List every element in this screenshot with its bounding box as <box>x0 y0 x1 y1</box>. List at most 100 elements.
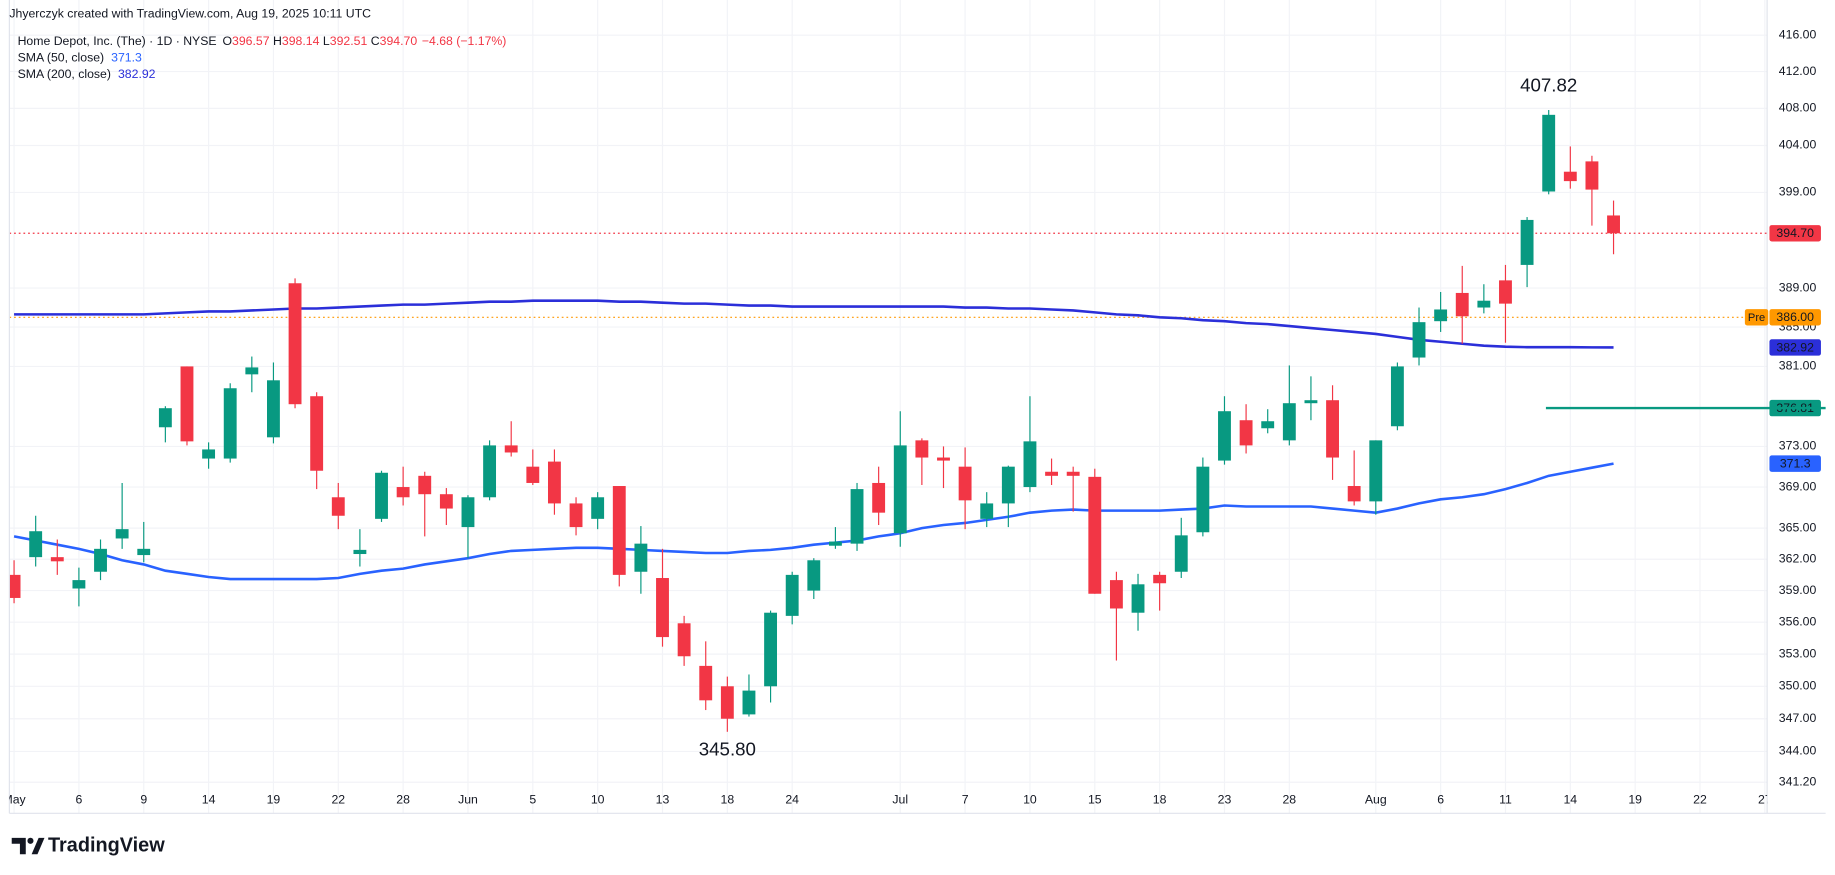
x-tick-label: 22 <box>331 793 345 807</box>
candle-body <box>1607 215 1620 234</box>
x-tick-label: 5 <box>529 793 536 807</box>
candle-body <box>1261 421 1275 429</box>
candle-body <box>180 366 194 442</box>
candle-body <box>267 380 280 438</box>
candle-body <box>94 548 107 572</box>
candle-body <box>591 497 605 519</box>
x-tick-label: 19 <box>267 793 281 807</box>
quote-value: 392.51 <box>330 34 368 48</box>
x-tick-label: 7 <box>962 793 969 807</box>
candle-body <box>569 503 583 528</box>
brand-logo <box>11 837 45 855</box>
x-tick-label: Jun <box>458 793 478 807</box>
sma-tag-label: 371.3 <box>1780 456 1811 470</box>
candle-body <box>958 466 972 501</box>
candle-body <box>915 440 929 458</box>
candle-body <box>461 497 475 528</box>
candle-body <box>1001 466 1015 504</box>
candle-body <box>1542 114 1556 192</box>
y-tick-label: 365.00 <box>1779 520 1817 534</box>
extreme-label: 407.82 <box>1520 75 1577 96</box>
x-axis: May 6 9 14 19 22 28 Jun 5 10 13 18 24 Jul 7 10 15 18 23 28 A… <box>2 793 1767 807</box>
legend-sma50: SMA (50, close) 371.3 <box>18 51 142 65</box>
y-tick-label: 344.00 <box>1779 744 1817 758</box>
candle-body <box>677 623 691 657</box>
candle-body <box>526 466 540 483</box>
sma-line <box>13 462 1614 581</box>
candle-body <box>1477 300 1491 308</box>
candle-body <box>331 497 345 516</box>
sma-tag <box>1769 455 1821 472</box>
y-tick-label: 416.00 <box>1779 27 1817 41</box>
y-axis: 416.00412.00408.00404.00399.00389.00385.… <box>1779 27 1817 788</box>
x-tick-label: 14 <box>202 793 216 807</box>
x-tick-label: 18 <box>721 793 735 807</box>
candle-body <box>937 457 950 461</box>
candle-body <box>1585 161 1599 190</box>
x-tick-label: 24 <box>785 793 799 807</box>
candle-body <box>1218 411 1231 461</box>
candle-body <box>1369 440 1383 502</box>
x-tick-label: 15 <box>1088 793 1102 807</box>
candle-body <box>223 388 237 459</box>
x-tick-label: 19 <box>1628 793 1642 807</box>
candle-body <box>656 578 669 638</box>
brand-name: TradingView <box>48 834 165 856</box>
credit: Jhyerczyk created with TradingView.com, … <box>9 6 371 20</box>
x-tick-label: 23 <box>1218 793 1232 807</box>
candle-body <box>1131 584 1145 613</box>
candle-body <box>137 548 151 556</box>
candle-body <box>1239 420 1253 446</box>
legend-sma200: SMA (200, close) 382.92 <box>18 67 156 81</box>
candle-body <box>72 580 86 589</box>
x-tick-label: 28 <box>396 793 410 807</box>
session-tag <box>1744 309 1769 326</box>
candle-body <box>483 445 497 498</box>
y-tick-label: 412.00 <box>1779 64 1817 78</box>
candle-body <box>1304 400 1318 404</box>
sma-name: SMA (50, close) <box>18 51 105 65</box>
candle-body <box>1066 471 1080 476</box>
candle-body <box>245 367 259 375</box>
x-tick-label: Jul <box>892 793 908 807</box>
candle-body <box>50 557 64 562</box>
sma-name: SMA (200, close) <box>18 67 111 81</box>
candle-body <box>1412 322 1426 358</box>
y-tick-label: 381.00 <box>1779 359 1817 373</box>
sma-value: 382.92 <box>118 67 156 81</box>
x-tick-label: 9 <box>140 793 147 807</box>
candle-body <box>418 475 432 495</box>
candle-body <box>1196 466 1210 533</box>
y-tick-label: 362.00 <box>1779 551 1817 565</box>
x-tick-label: 11 <box>1499 793 1512 807</box>
sma-line <box>14 299 1614 349</box>
price-tag <box>1769 225 1821 242</box>
candle-body <box>1347 486 1361 502</box>
candle-body <box>158 408 172 428</box>
session-tag-label: Pre <box>1748 312 1765 324</box>
y-tick-label: 369.00 <box>1779 479 1817 493</box>
quote-key: H <box>273 34 282 48</box>
candle-body <box>828 541 842 546</box>
quote-key: C <box>371 34 380 48</box>
candle-body <box>1282 403 1296 441</box>
y-tick-label: 356.00 <box>1779 614 1817 628</box>
quote-key: O <box>222 34 232 48</box>
candle-body <box>980 503 994 519</box>
x-tick-label: 14 <box>1563 793 1577 807</box>
plot-area <box>9 110 1768 732</box>
candle-body <box>699 665 713 701</box>
candle-body <box>1109 580 1123 609</box>
candle-body <box>893 445 907 534</box>
y-tick-label: 350.00 <box>1779 679 1817 693</box>
x-tick-label: 10 <box>591 793 605 807</box>
sma-value: 371.3 <box>111 51 142 65</box>
candle-body <box>1045 471 1059 476</box>
y-tick-label: 404.00 <box>1779 138 1817 152</box>
candle-body <box>1088 476 1102 594</box>
x-tick-label: May <box>2 793 26 807</box>
candle-body <box>1326 400 1339 458</box>
y-tick-label: 399.00 <box>1779 185 1817 199</box>
